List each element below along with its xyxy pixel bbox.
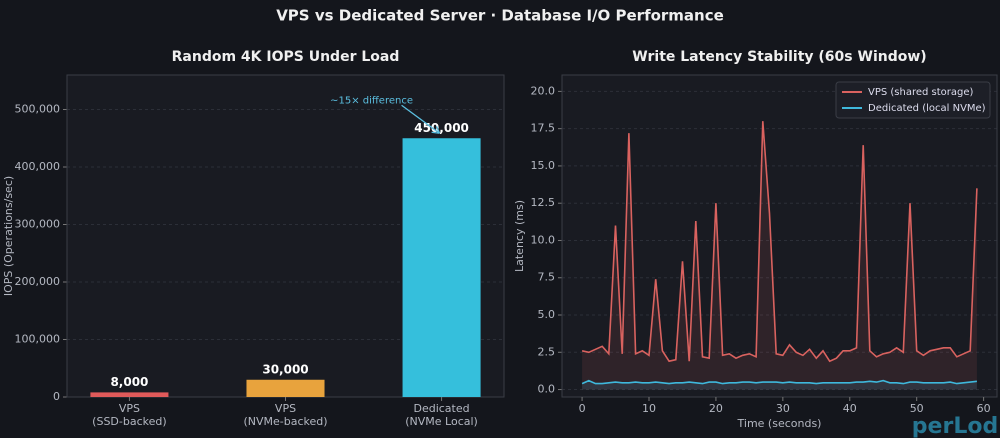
watermark: perLod (912, 414, 998, 438)
legend-label: Dedicated (local NVMe) (868, 103, 986, 114)
series-line (581, 121, 978, 363)
y-tick-label: 200,000 (15, 275, 61, 288)
chart-title: Write Latency Stability (60s Window) (632, 49, 926, 65)
bar (90, 392, 169, 397)
annotation: ~15× difference (330, 95, 413, 106)
x-tick-label: 50 (910, 402, 924, 415)
figure-title: VPS vs Dedicated Server · Database I/O P… (276, 7, 724, 25)
legend-box (835, 81, 991, 119)
x-tick-label: 30 (776, 402, 790, 415)
plot-frame (561, 74, 998, 398)
y-tick-label: 2.5 (538, 345, 556, 358)
y-tick-label: 7.5 (538, 271, 556, 284)
y-tick-label: 400,000 (15, 160, 61, 173)
x-axis-label: Time (seconds) (737, 417, 822, 430)
y-tick-label: 5.0 (538, 308, 556, 321)
y-tick-label: 500,000 (15, 103, 61, 116)
x-tick-label: 60 (977, 402, 991, 415)
value-label: 8,000 (110, 375, 148, 389)
x-tick-label: VPS (SSD-backed) (92, 402, 167, 428)
x-tick-label: VPS (NVMe-backed) (243, 402, 328, 428)
y-axis-label: Latency (ms) (513, 200, 526, 272)
y-tick-label: 20.0 (531, 84, 556, 97)
y-tick-label: 100,000 (15, 333, 61, 346)
y-tick-label: 0.0 (538, 383, 556, 396)
x-tick-label: 20 (709, 402, 723, 415)
x-tick-label: 40 (843, 402, 857, 415)
bar (402, 138, 481, 397)
y-tick-label: 10.0 (531, 233, 556, 246)
value-label: 450,000 (414, 121, 469, 135)
x-tick-label: 10 (642, 402, 656, 415)
chart-title: Random 4K IOPS Under Load (172, 49, 400, 65)
y-tick-label: 300,000 (15, 218, 61, 231)
y-tick-label: 12.5 (531, 196, 556, 209)
annotation-arrow (401, 104, 441, 134)
series-line (581, 379, 977, 385)
x-tick-label: Dedicated (NVMe Local) (405, 402, 478, 428)
legend-label: VPS (shared storage) (868, 87, 974, 98)
bar (246, 379, 325, 397)
y-axis-label: IOPS (Operations/sec) (2, 176, 15, 296)
x-tick-label: 0 (579, 402, 586, 415)
series-area (582, 121, 977, 390)
y-tick-label: 17.5 (531, 122, 556, 135)
y-tick-label: 15.0 (531, 159, 556, 172)
value-label: 30,000 (262, 362, 308, 376)
y-tick-label: 0 (53, 390, 60, 403)
